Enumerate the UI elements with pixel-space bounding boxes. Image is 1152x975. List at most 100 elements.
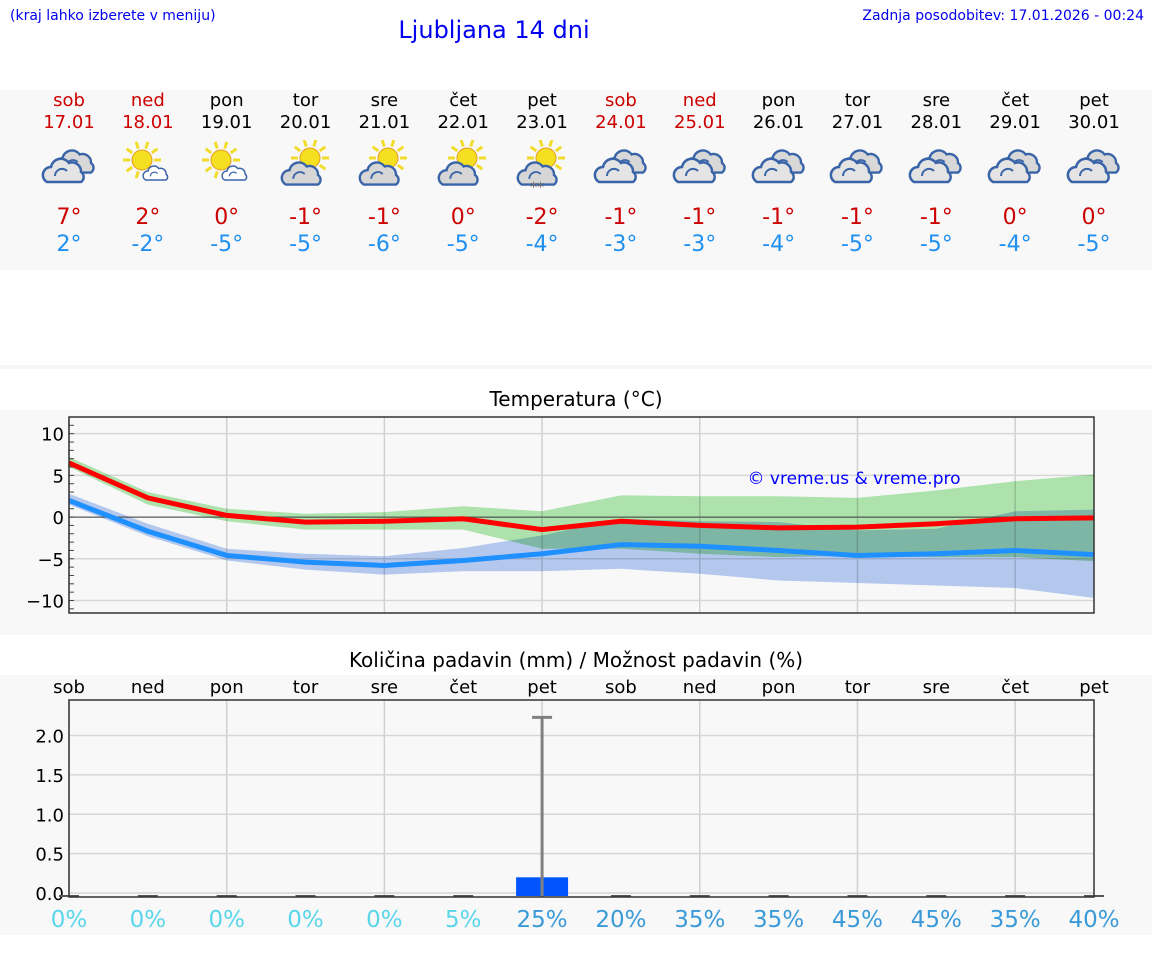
day-name: pon xyxy=(209,90,244,111)
precip-probability: 35% xyxy=(753,907,804,933)
day-column: ned 18.01 2° -2° xyxy=(109,90,187,258)
max-temp: 0° xyxy=(1081,205,1107,230)
x-day-label: pon xyxy=(210,677,244,698)
y-tick-label: 0.5 xyxy=(35,845,64,866)
day-name: čet xyxy=(449,90,478,111)
y-tick-label: −5 xyxy=(37,550,64,571)
day-column: sre 28.01 -1° -5° xyxy=(897,90,975,258)
x-day-label: ned xyxy=(683,677,717,698)
location-hint: (kraj lahko izberete v meniju) xyxy=(10,8,216,24)
precip-probability: 0% xyxy=(366,907,403,933)
min-temp: -6° xyxy=(367,232,401,257)
day-date: 27.01 xyxy=(831,112,884,133)
y-tick-label: 10 xyxy=(41,425,64,446)
day-date: 17.01 xyxy=(43,112,95,133)
day-date: 21.01 xyxy=(358,112,411,133)
x-day-label: čet xyxy=(449,677,477,698)
max-temp: -1° xyxy=(604,205,638,230)
max-temp: -2° xyxy=(525,205,559,230)
precip-probability: 20% xyxy=(595,907,646,933)
overcast-icon xyxy=(593,149,647,184)
day-column: pon 26.01 -1° -4° xyxy=(740,90,818,258)
day-column: čet 22.01 0° -5° xyxy=(424,90,502,258)
day-date: 25.01 xyxy=(674,112,726,133)
precip-probability: 25% xyxy=(517,907,568,933)
overcast-icon xyxy=(751,149,805,184)
overcast-icon xyxy=(41,149,95,184)
precipitation-chart-panel xyxy=(0,675,1152,935)
day-name: tor xyxy=(844,90,871,111)
max-temp: 2° xyxy=(135,205,161,230)
day-column: pet 30.01 0° -5° xyxy=(1055,90,1133,258)
day-column: čet 29.01 0° -4° xyxy=(976,90,1054,258)
y-tick-label: 1.5 xyxy=(35,766,64,787)
max-temp-line xyxy=(67,460,1095,533)
partly-cloudy-icon xyxy=(280,140,329,186)
max-temp: 0° xyxy=(450,205,476,230)
min-temp: -5° xyxy=(840,232,874,257)
day-column: ned 25.01 -1° -3° xyxy=(661,90,739,258)
day-name: pet xyxy=(527,90,557,111)
min-temp: -5° xyxy=(210,232,244,257)
day-date: 19.01 xyxy=(200,112,253,133)
day-name: pon xyxy=(761,90,796,111)
precip-probability: 0% xyxy=(208,907,245,933)
day-name: ned xyxy=(130,90,165,111)
sun-small-cloud-icon xyxy=(201,141,247,181)
day-column: sob 24.01 -1° -3° xyxy=(582,90,660,258)
partly-cloudy-snow-icon: ** xyxy=(516,140,566,190)
day-name: sob xyxy=(53,90,85,111)
precip-probability: 45% xyxy=(911,907,962,933)
min-temp: -5° xyxy=(289,232,322,257)
max-temp: -1° xyxy=(289,205,322,230)
precip-probability: 45% xyxy=(832,907,883,933)
watermark: © vreme.us & vreme.pro xyxy=(747,469,960,489)
y-tick-label: 0 xyxy=(53,508,64,529)
overcast-icon xyxy=(987,149,1041,184)
min-temp-range-band xyxy=(69,493,1094,598)
day-column: pet 23.01 ** -2° -4° xyxy=(503,90,581,258)
day-name: čet xyxy=(1001,90,1030,111)
min-temp: -4° xyxy=(998,232,1032,257)
x-day-label: tor xyxy=(845,677,871,698)
day-date: 24.01 xyxy=(595,112,647,133)
min-temp: -4° xyxy=(762,232,796,257)
y-tick-label: 2.0 xyxy=(35,726,64,747)
x-day-label: pon xyxy=(762,677,796,698)
day-date: 26.01 xyxy=(752,112,805,133)
precipitation-chart-title: Količina padavin (mm) / Možnost padavin … xyxy=(348,648,804,672)
precip-probability: 0% xyxy=(51,907,88,933)
max-temp: 0° xyxy=(1002,205,1028,230)
day-name: sre xyxy=(370,90,399,111)
max-temp: -1° xyxy=(762,205,796,230)
daily-forecast-strip: sob 17.01 7° 2° ned 18.01 2° -2° pon 19.01… xyxy=(0,90,1152,270)
overcast-icon xyxy=(908,149,963,184)
temperature-chart-title: Temperatura (°C) xyxy=(489,387,663,411)
plot-frame xyxy=(68,416,1095,614)
partly-cloudy-icon xyxy=(359,140,408,186)
day-date: 20.01 xyxy=(279,112,332,133)
day-column: tor 27.01 -1° -5° xyxy=(818,90,896,258)
divider xyxy=(0,365,1152,369)
max-temp: 0° xyxy=(214,205,240,230)
precip-probability: 35% xyxy=(990,907,1041,933)
overcast-icon xyxy=(830,149,884,184)
min-temp-line xyxy=(68,498,1095,568)
y-tick-label: −10 xyxy=(26,591,64,612)
x-day-label: sre xyxy=(371,677,398,698)
day-name: ned xyxy=(682,90,717,111)
precip-probability: 35% xyxy=(674,907,725,933)
page-title: Ljubljana 14 dni xyxy=(398,16,590,44)
y-tick-label: 5 xyxy=(53,466,64,487)
day-date: 22.01 xyxy=(437,112,489,133)
day-date: 30.01 xyxy=(1068,112,1120,133)
x-day-label: tor xyxy=(293,677,319,698)
y-tick-label: 1.0 xyxy=(35,805,64,826)
day-column: sre 21.01 -1° -6° xyxy=(345,90,423,258)
svg-text:**: ** xyxy=(530,180,544,190)
max-temp: -1° xyxy=(919,205,953,230)
x-day-label: sre xyxy=(923,677,950,698)
min-temp: -3° xyxy=(683,232,717,257)
precip-probability: 0% xyxy=(287,907,324,933)
day-name: pet xyxy=(1079,90,1109,111)
